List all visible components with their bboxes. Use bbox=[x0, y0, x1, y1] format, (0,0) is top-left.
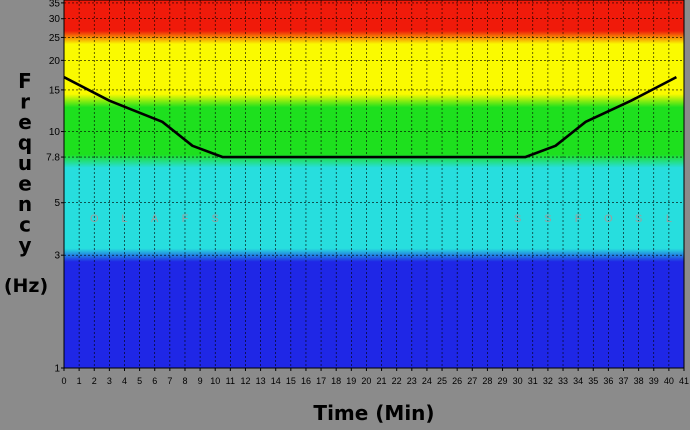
x-tick-label: 28 bbox=[482, 376, 492, 386]
y-tick-label: 1 bbox=[54, 364, 60, 375]
x-tick-label: 1 bbox=[77, 376, 82, 386]
y-axis-label-letter: n bbox=[18, 192, 32, 216]
grid bbox=[64, 0, 684, 368]
y-axis-label-letter: r bbox=[20, 90, 30, 114]
annotation-letter: S bbox=[212, 213, 219, 225]
x-axis-label: Time (Min) bbox=[313, 401, 434, 425]
y-axis-unit: (Hz) bbox=[4, 275, 48, 297]
annotation-letter: A bbox=[151, 213, 159, 225]
x-tick-label: 13 bbox=[256, 376, 266, 386]
x-tick-label: 22 bbox=[392, 376, 402, 386]
x-tick-label: 0 bbox=[61, 376, 66, 386]
x-tick-label: 26 bbox=[452, 376, 462, 386]
x-tick-label: 33 bbox=[558, 376, 568, 386]
y-tick-label: 25 bbox=[49, 33, 61, 44]
x-tick-label: 16 bbox=[301, 376, 311, 386]
annotation-letter: L bbox=[121, 213, 127, 225]
x-tick-label: 32 bbox=[543, 376, 553, 386]
x-axis: 0 1 2 3 4 5 6 7 8 9 10 11 12 13 14 15 16 17 18 19 20 21 22 23 24… bbox=[61, 368, 689, 386]
x-tick-label: 8 bbox=[182, 376, 187, 386]
y-tick-label: 3 bbox=[54, 251, 60, 262]
y-tick-label: 7.8 bbox=[46, 153, 60, 164]
x-tick-label: 9 bbox=[198, 376, 203, 386]
y-axis-label-letter: u bbox=[18, 151, 32, 175]
y-axis-label-letter: e bbox=[18, 172, 32, 196]
plot-area bbox=[64, 0, 684, 368]
x-tick-label: 34 bbox=[573, 376, 583, 386]
x-tick-label: 2 bbox=[92, 376, 97, 386]
y-tick-label: 20 bbox=[49, 56, 61, 67]
x-tick-label: 4 bbox=[122, 376, 127, 386]
plot-frame bbox=[63, 0, 685, 369]
y-axis-label-letter: e bbox=[18, 110, 32, 134]
annotation-letter: S bbox=[514, 213, 521, 225]
x-tick-label: 30 bbox=[513, 376, 523, 386]
y-tick-label: 5 bbox=[54, 198, 60, 209]
x-tick-label: 17 bbox=[316, 376, 326, 386]
x-tick-label: 19 bbox=[346, 376, 356, 386]
x-tick-label: 15 bbox=[286, 376, 296, 386]
x-tick-label: 21 bbox=[377, 376, 387, 386]
x-tick-label: 5 bbox=[137, 376, 142, 386]
annotation-letter: O bbox=[604, 213, 613, 225]
x-tick-label: 20 bbox=[361, 376, 371, 386]
y-tick-label: 10 bbox=[49, 127, 61, 138]
annotation-letter: O bbox=[90, 213, 99, 225]
x-tick-label: 27 bbox=[467, 376, 477, 386]
annotation-letter: F bbox=[575, 213, 582, 225]
x-tick-label: 24 bbox=[422, 376, 432, 386]
x-tick-label: 39 bbox=[649, 376, 659, 386]
x-tick-label: 38 bbox=[634, 376, 644, 386]
x-tick-label: 11 bbox=[226, 376, 235, 386]
x-tick-label: 14 bbox=[271, 376, 281, 386]
annotation-letter: F bbox=[182, 213, 189, 225]
x-tick-label: 25 bbox=[437, 376, 447, 386]
x-tick-label: 35 bbox=[588, 376, 598, 386]
y-axis-label-letter: q bbox=[18, 131, 32, 155]
x-tick-label: 3 bbox=[107, 376, 112, 386]
x-tick-label: 31 bbox=[528, 376, 538, 386]
x-tick-label: 40 bbox=[664, 376, 674, 386]
y-axis-label-letter: y bbox=[18, 233, 31, 257]
annotation-letter: S bbox=[635, 213, 642, 225]
y-tick-label: 30 bbox=[49, 14, 61, 25]
x-tick-label: 6 bbox=[152, 376, 157, 386]
y-axis-label-letter: c bbox=[19, 213, 31, 237]
x-tick-label: 36 bbox=[603, 376, 613, 386]
y-tick-label: 15 bbox=[49, 85, 61, 96]
x-tick-label: 37 bbox=[619, 376, 629, 386]
x-tick-label: 41 bbox=[679, 376, 689, 386]
y-axis-label-letter: F bbox=[18, 69, 32, 93]
x-tick-label: 7 bbox=[167, 376, 172, 386]
annotation-letter: L bbox=[666, 213, 672, 225]
x-tick-label: 18 bbox=[331, 376, 341, 386]
x-tick-label: 10 bbox=[210, 376, 220, 386]
y-tick-label: 35 bbox=[49, 0, 61, 9]
x-tick-label: 29 bbox=[498, 376, 508, 386]
x-tick-label: 12 bbox=[240, 376, 250, 386]
series-line-frequency bbox=[64, 75, 678, 159]
annotation-letter: S bbox=[544, 213, 551, 225]
x-tick-label: 23 bbox=[407, 376, 417, 386]
